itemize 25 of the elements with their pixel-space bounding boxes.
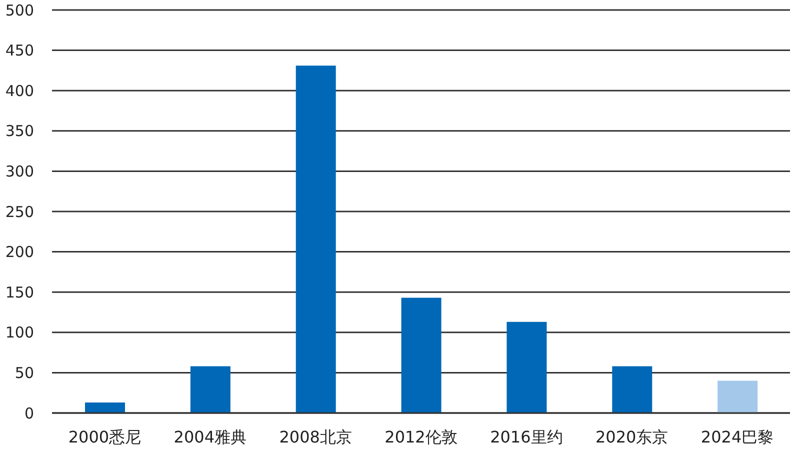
x-tick-label: 2000悉尼 [68,427,142,446]
x-tick-label: 2004雅典 [174,427,246,446]
bar [296,66,336,413]
x-tick-label: 2012伦敦 [384,427,458,446]
bar [612,366,652,413]
bar [718,380,758,413]
bar [506,322,547,413]
y-tick-label: 0 [24,404,34,422]
y-tick-label: 450 [5,42,34,60]
y-tick-label: 500 [5,1,34,20]
bar [401,298,442,413]
y-tick-label: 350 [5,122,34,140]
y-tick-label: 300 [5,162,34,181]
bar [85,402,125,413]
y-tick-label: 100 [5,324,34,342]
y-tick-label: 200 [5,243,34,262]
y-tick-label: 400 [5,82,34,100]
x-tick-label: 2008北京 [279,427,352,446]
x-tick-label: 2016里约 [490,427,563,446]
y-tick-label: 50 [14,364,34,382]
x-tick-label: 2024巴黎 [700,427,774,446]
x-tick-label: 2020东京 [596,427,668,446]
y-tick-label: 250 [5,202,34,221]
y-tick-label: 150 [5,283,34,302]
bar [190,366,230,413]
